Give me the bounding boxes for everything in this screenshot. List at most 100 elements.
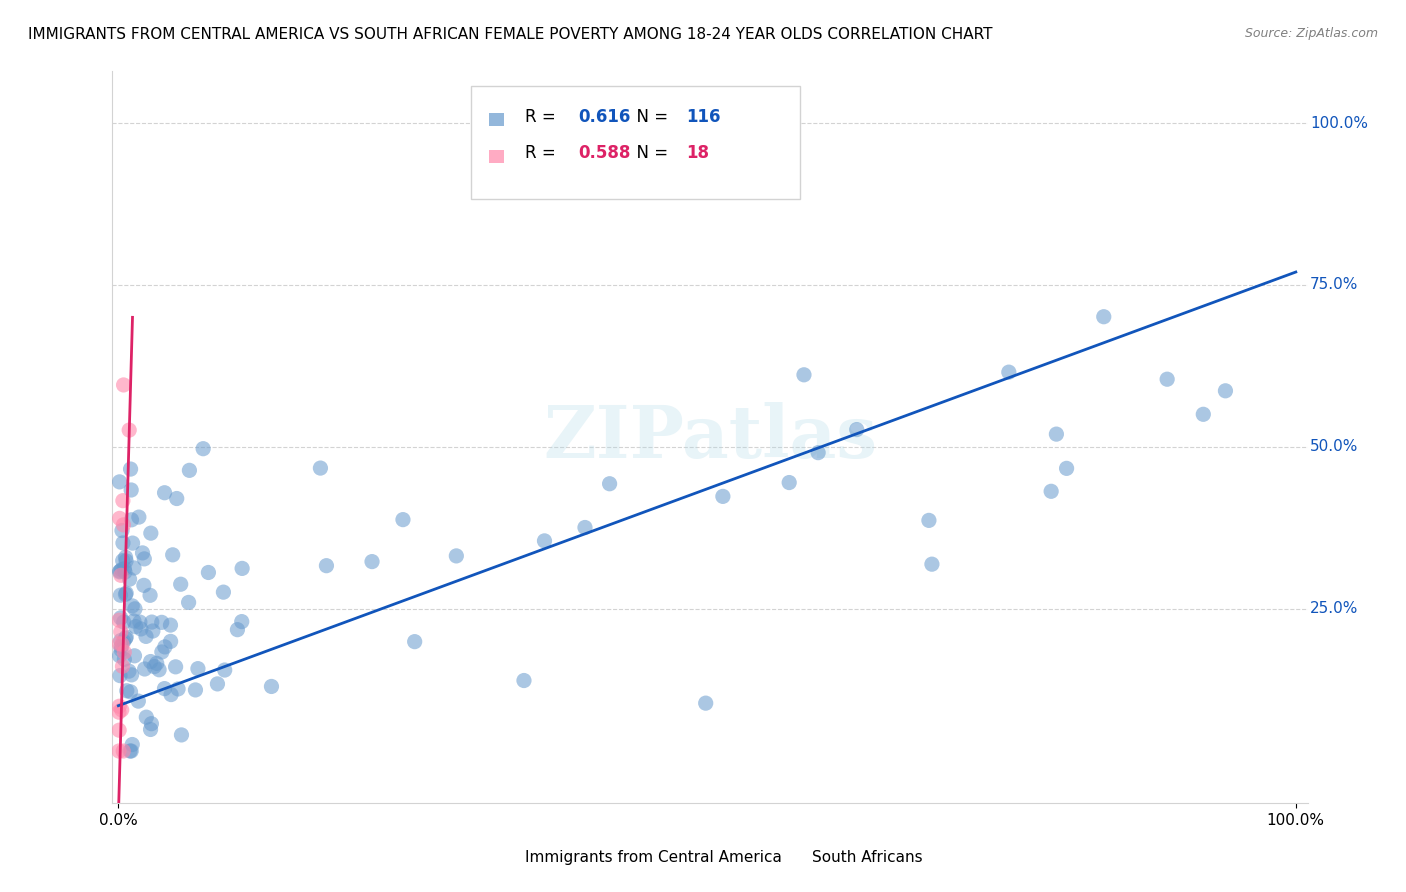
- Immigrants from Central America: [845, 423, 868, 437]
- South Africans: [108, 637, 131, 651]
- Immigrants from Central America: [1215, 384, 1237, 398]
- Immigrants from Central America: [184, 682, 207, 697]
- Immigrants from Central America: [533, 533, 555, 548]
- Immigrants from Central America: [120, 462, 142, 476]
- Immigrants from Central America: [121, 513, 143, 527]
- Immigrants from Central America: [124, 648, 146, 663]
- Immigrants from Central America: [231, 615, 253, 629]
- Immigrants from Central America: [120, 744, 142, 758]
- Immigrants from Central America: [226, 623, 249, 637]
- Immigrants from Central America: [112, 652, 135, 666]
- South Africans: [110, 624, 132, 639]
- Immigrants from Central America: [121, 599, 143, 613]
- South Africans: [108, 699, 131, 714]
- Immigrants from Central America: [711, 489, 734, 503]
- Immigrants from Central America: [150, 615, 173, 630]
- Immigrants from Central America: [918, 513, 941, 527]
- Bar: [770, 850, 800, 869]
- South Africans: [112, 645, 135, 659]
- Immigrants from Central America: [110, 611, 132, 625]
- Immigrants from Central America: [128, 615, 150, 629]
- Immigrants from Central America: [111, 536, 134, 550]
- Immigrants from Central America: [166, 491, 188, 506]
- South Africans: [108, 744, 131, 758]
- Immigrants from Central America: [150, 645, 173, 659]
- Immigrants from Central America: [145, 657, 167, 671]
- Text: 0.588: 0.588: [579, 145, 631, 162]
- Immigrants from Central America: [197, 566, 219, 580]
- Immigrants from Central America: [1156, 372, 1178, 386]
- Bar: [489, 150, 503, 163]
- Immigrants from Central America: [120, 483, 142, 497]
- Immigrants from Central America: [128, 510, 150, 524]
- Immigrants from Central America: [115, 630, 138, 644]
- South Africans: [110, 568, 132, 582]
- Immigrants from Central America: [141, 615, 163, 629]
- Immigrants from Central America: [129, 622, 152, 636]
- Text: ZIPatlas: ZIPatlas: [543, 401, 877, 473]
- South Africans: [112, 378, 135, 392]
- Immigrants from Central America: [170, 728, 193, 742]
- Text: R =: R =: [524, 109, 561, 127]
- Immigrants from Central America: [122, 614, 145, 628]
- Immigrants from Central America: [125, 620, 148, 634]
- Immigrants from Central America: [167, 681, 190, 696]
- Immigrants from Central America: [134, 552, 156, 566]
- Text: Source: ZipAtlas.com: Source: ZipAtlas.com: [1244, 27, 1378, 40]
- Immigrants from Central America: [231, 561, 253, 575]
- Immigrants from Central America: [139, 526, 162, 541]
- Immigrants from Central America: [114, 565, 136, 579]
- Immigrants from Central America: [207, 677, 229, 691]
- South Africans: [111, 637, 134, 651]
- Immigrants from Central America: [807, 445, 830, 459]
- Immigrants from Central America: [124, 602, 146, 616]
- Immigrants from Central America: [187, 662, 209, 676]
- Immigrants from Central America: [143, 659, 166, 673]
- Immigrants from Central America: [108, 475, 131, 489]
- South Africans: [111, 703, 134, 717]
- Text: R =: R =: [524, 145, 561, 162]
- Immigrants from Central America: [114, 632, 136, 646]
- Immigrants from Central America: [111, 524, 134, 538]
- Immigrants from Central America: [1040, 484, 1063, 499]
- South Africans: [108, 511, 131, 525]
- Text: 116: 116: [686, 109, 721, 127]
- Immigrants from Central America: [120, 685, 142, 699]
- Text: 50.0%: 50.0%: [1310, 439, 1358, 454]
- Immigrants from Central America: [1056, 461, 1078, 475]
- Text: South Africans: South Africans: [811, 850, 922, 865]
- Bar: [489, 113, 503, 127]
- Immigrants from Central America: [191, 442, 214, 456]
- Immigrants from Central America: [112, 634, 135, 648]
- Immigrants from Central America: [446, 549, 468, 563]
- South Africans: [108, 613, 131, 627]
- FancyBboxPatch shape: [471, 86, 800, 200]
- Immigrants from Central America: [139, 588, 162, 602]
- Immigrants from Central America: [260, 680, 283, 694]
- Immigrants from Central America: [179, 463, 201, 477]
- Immigrants from Central America: [778, 475, 800, 490]
- Immigrants from Central America: [110, 633, 132, 648]
- Immigrants from Central America: [574, 520, 596, 534]
- South Africans: [112, 517, 135, 532]
- Immigrants from Central America: [998, 365, 1021, 379]
- Immigrants from Central America: [165, 660, 187, 674]
- Immigrants from Central America: [214, 663, 236, 677]
- Immigrants from Central America: [139, 655, 162, 669]
- Text: 25.0%: 25.0%: [1310, 601, 1358, 616]
- Immigrants from Central America: [118, 744, 141, 758]
- South Africans: [111, 493, 134, 508]
- Immigrants from Central America: [112, 561, 135, 575]
- South Africans: [108, 723, 131, 738]
- Text: Immigrants from Central America: Immigrants from Central America: [524, 850, 782, 865]
- Text: N =: N =: [627, 109, 673, 127]
- Immigrants from Central America: [118, 664, 141, 678]
- Immigrants from Central America: [131, 546, 153, 560]
- Bar: [484, 850, 513, 869]
- Immigrants from Central America: [309, 461, 332, 475]
- South Africans: [108, 705, 131, 719]
- Immigrants from Central America: [108, 564, 131, 578]
- Immigrants from Central America: [141, 716, 163, 731]
- Immigrants from Central America: [212, 585, 235, 599]
- Immigrants from Central America: [513, 673, 536, 688]
